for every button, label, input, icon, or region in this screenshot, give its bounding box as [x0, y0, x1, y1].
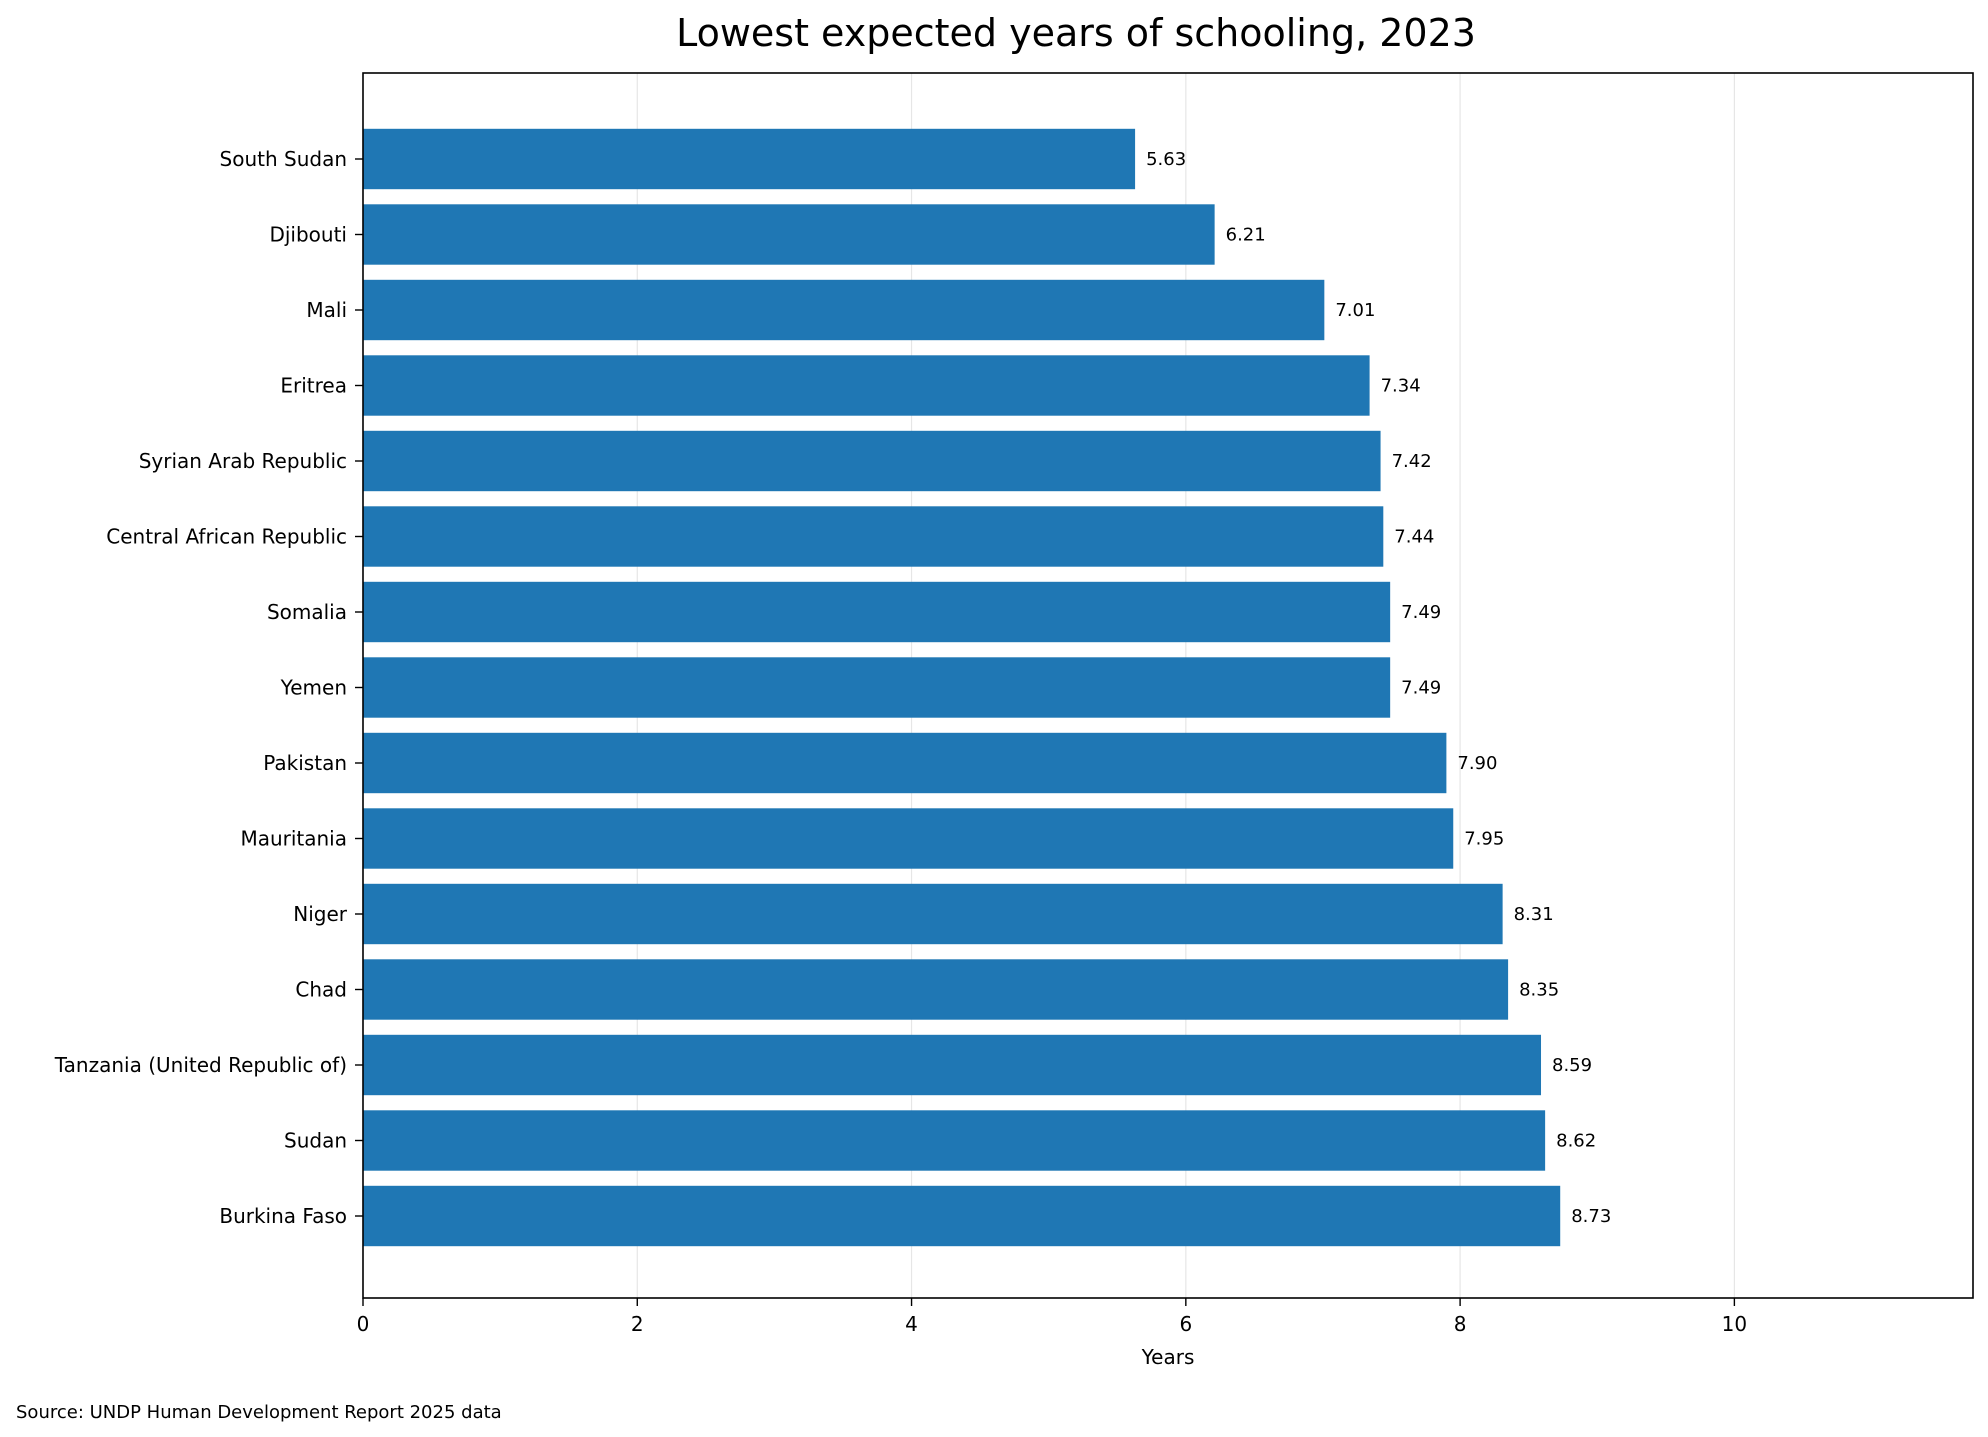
data-label: 7.44	[1394, 527, 1434, 548]
bar	[363, 204, 1215, 265]
bar	[363, 808, 1454, 869]
x-tick-label: 6	[1179, 1312, 1192, 1336]
y-tick-label: Eritrea	[280, 374, 347, 398]
data-label: 8.73	[1571, 1206, 1611, 1227]
x-axis-label: Years	[1141, 1345, 1195, 1369]
bar	[363, 657, 1391, 718]
source-note: Source: UNDP Human Development Report 20…	[16, 1402, 502, 1423]
bar	[363, 128, 1136, 190]
data-label: 7.49	[1401, 678, 1441, 699]
plot-frame	[362, 72, 1974, 1299]
data-label: 6.21	[1226, 225, 1266, 246]
bar	[363, 581, 1391, 643]
y-tick-label: Syrian Arab Republic	[139, 449, 347, 473]
y-tick-label: Somalia	[267, 600, 347, 624]
bar	[363, 732, 1447, 794]
bar	[363, 506, 1384, 567]
x-tick-label: 8	[1454, 1312, 1467, 1336]
bar	[363, 1185, 1561, 1247]
data-label: 8.62	[1556, 1131, 1596, 1152]
data-label: 7.95	[1464, 829, 1504, 850]
y-axis-ticks: South Sudan Djibouti Mali Eritrea Syrian Ara…	[54, 147, 363, 1228]
bar	[363, 1034, 1542, 1096]
bar	[363, 279, 1325, 341]
data-labels: 5.63 6.21 7.01 7.34 7.42 7.44 7.49 7.49 7.90 7.95…	[1146, 149, 1611, 1227]
data-label: 8.59	[1552, 1055, 1592, 1076]
y-tick-label: Tanzania (United Republic of)	[54, 1053, 347, 1077]
bar	[363, 959, 1509, 1020]
y-tick-label: Burkina Faso	[219, 1204, 347, 1228]
data-label: 7.01	[1335, 300, 1375, 321]
y-tick-label: South Sudan	[220, 147, 347, 171]
y-tick-label: Mali	[306, 298, 347, 322]
bar	[363, 355, 1370, 416]
data-label: 7.42	[1392, 451, 1432, 472]
y-tick-label: Sudan	[284, 1129, 347, 1153]
bar	[363, 430, 1381, 492]
data-label: 7.49	[1401, 602, 1441, 623]
y-tick-label: Yemen	[280, 676, 347, 700]
x-axis-ticks: 0 2 4 6 8 10	[357, 1298, 1747, 1336]
y-tick-label: Djibouti	[269, 223, 347, 247]
x-tick-label: 2	[631, 1312, 644, 1336]
data-label: 7.34	[1381, 376, 1421, 397]
data-label: 7.90	[1457, 753, 1497, 774]
y-tick-label: Central African Republic	[106, 525, 347, 549]
data-label: 8.35	[1519, 980, 1559, 1001]
y-tick-label: Mauritania	[240, 827, 347, 851]
y-tick-label: Pakistan	[263, 751, 347, 775]
x-tick-label: 10	[1722, 1312, 1747, 1336]
x-tick-label: 4	[905, 1312, 918, 1336]
bar	[363, 1110, 1546, 1171]
x-tick-label: 0	[357, 1312, 370, 1336]
y-tick-label: Niger	[293, 902, 348, 926]
bars	[363, 128, 1561, 1247]
bar	[363, 883, 1503, 945]
chart-title: Lowest expected years of schooling, 2023	[676, 11, 1476, 55]
data-label: 5.63	[1146, 149, 1186, 170]
y-tick-label: Chad	[295, 978, 347, 1002]
data-label: 8.31	[1514, 904, 1554, 925]
